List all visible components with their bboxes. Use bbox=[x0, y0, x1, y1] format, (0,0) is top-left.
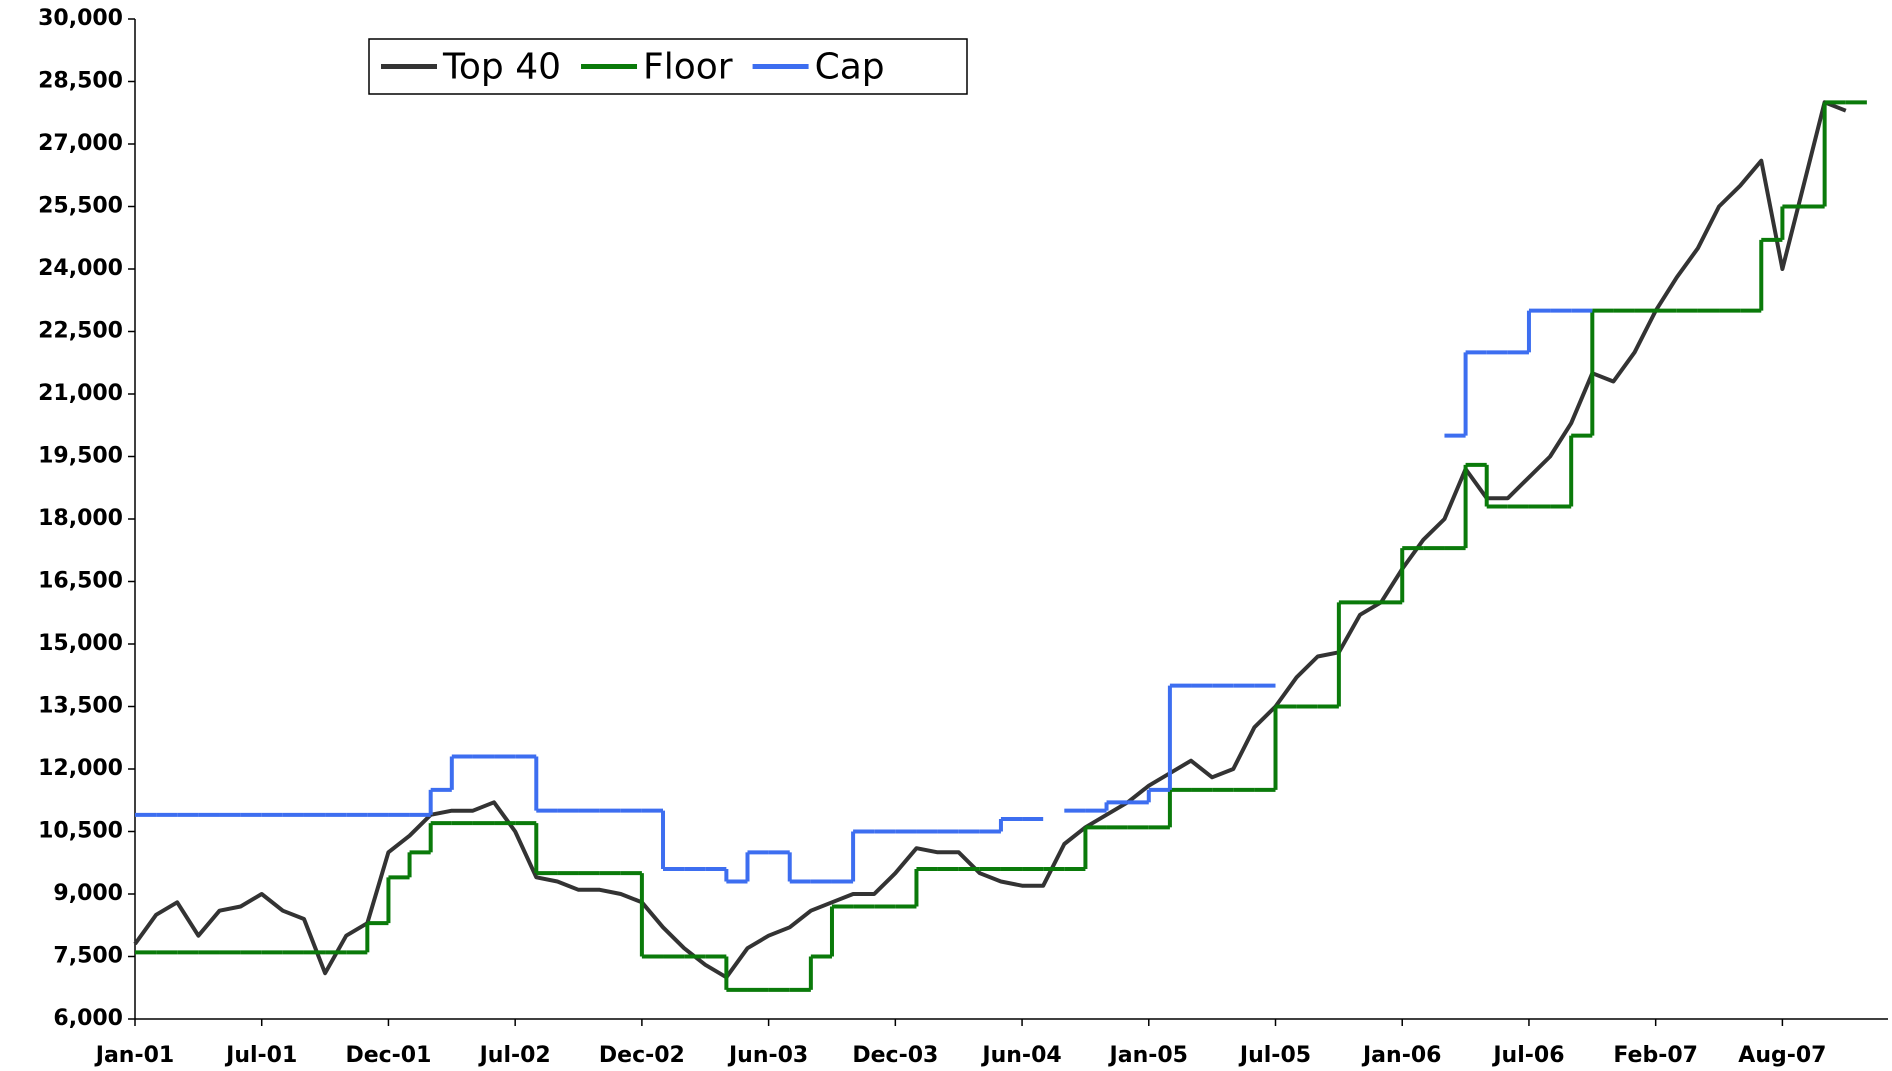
y-tick-label: 7,500 bbox=[53, 944, 123, 969]
legend-label: Cap bbox=[815, 47, 885, 88]
x-tick-label: Jul-06 bbox=[1491, 1043, 1564, 1068]
y-tick-label: 10,500 bbox=[38, 819, 123, 844]
x-tick-label: Jul-02 bbox=[478, 1043, 551, 1068]
x-tick-label: Dec-03 bbox=[852, 1043, 938, 1068]
legend-label: Floor bbox=[643, 47, 733, 88]
legend: Top 40 Floor Cap bbox=[368, 38, 968, 95]
y-tick-label: 16,500 bbox=[38, 569, 123, 594]
y-tick-label: 27,000 bbox=[38, 131, 123, 156]
x-tick-label: Dec-02 bbox=[599, 1043, 685, 1068]
x-tick-label: Jan-01 bbox=[94, 1043, 174, 1068]
y-tick-label: 25,500 bbox=[38, 194, 123, 219]
y-tick-label: 19,500 bbox=[38, 444, 123, 469]
y-tick-label: 15,000 bbox=[38, 631, 123, 656]
x-tick-label: Jan-06 bbox=[1361, 1043, 1441, 1068]
y-tick-label: 30,000 bbox=[38, 6, 123, 31]
x-tick-label: Dec-01 bbox=[345, 1043, 431, 1068]
y-tick-label: 9,000 bbox=[53, 881, 123, 906]
x-tick-label: Jun-03 bbox=[727, 1043, 808, 1068]
x-tick-label: Jun-04 bbox=[980, 1043, 1061, 1068]
legend-box bbox=[368, 38, 968, 95]
x-tick-label: Aug-07 bbox=[1738, 1043, 1826, 1068]
x-tick-label: Feb-07 bbox=[1613, 1043, 1698, 1068]
x-tick-label: Jan-05 bbox=[1108, 1043, 1188, 1068]
y-tick-label: 22,500 bbox=[38, 319, 123, 344]
line-series bbox=[133, 100, 1847, 980]
y-tick-label: 13,500 bbox=[38, 694, 123, 719]
y-tick-label: 24,000 bbox=[38, 256, 123, 281]
y-tick-label: 28,500 bbox=[38, 69, 123, 94]
y-tick-label: 6,000 bbox=[53, 1006, 123, 1031]
x-tick-label: Jul-01 bbox=[224, 1043, 297, 1068]
x-tick-label: Jul-05 bbox=[1238, 1043, 1311, 1068]
y-tick-label: 21,000 bbox=[38, 381, 123, 406]
y-tick-label: 18,000 bbox=[38, 506, 123, 531]
legend-label: Top 40 bbox=[442, 47, 561, 88]
y-tick-label: 12,000 bbox=[38, 756, 123, 781]
